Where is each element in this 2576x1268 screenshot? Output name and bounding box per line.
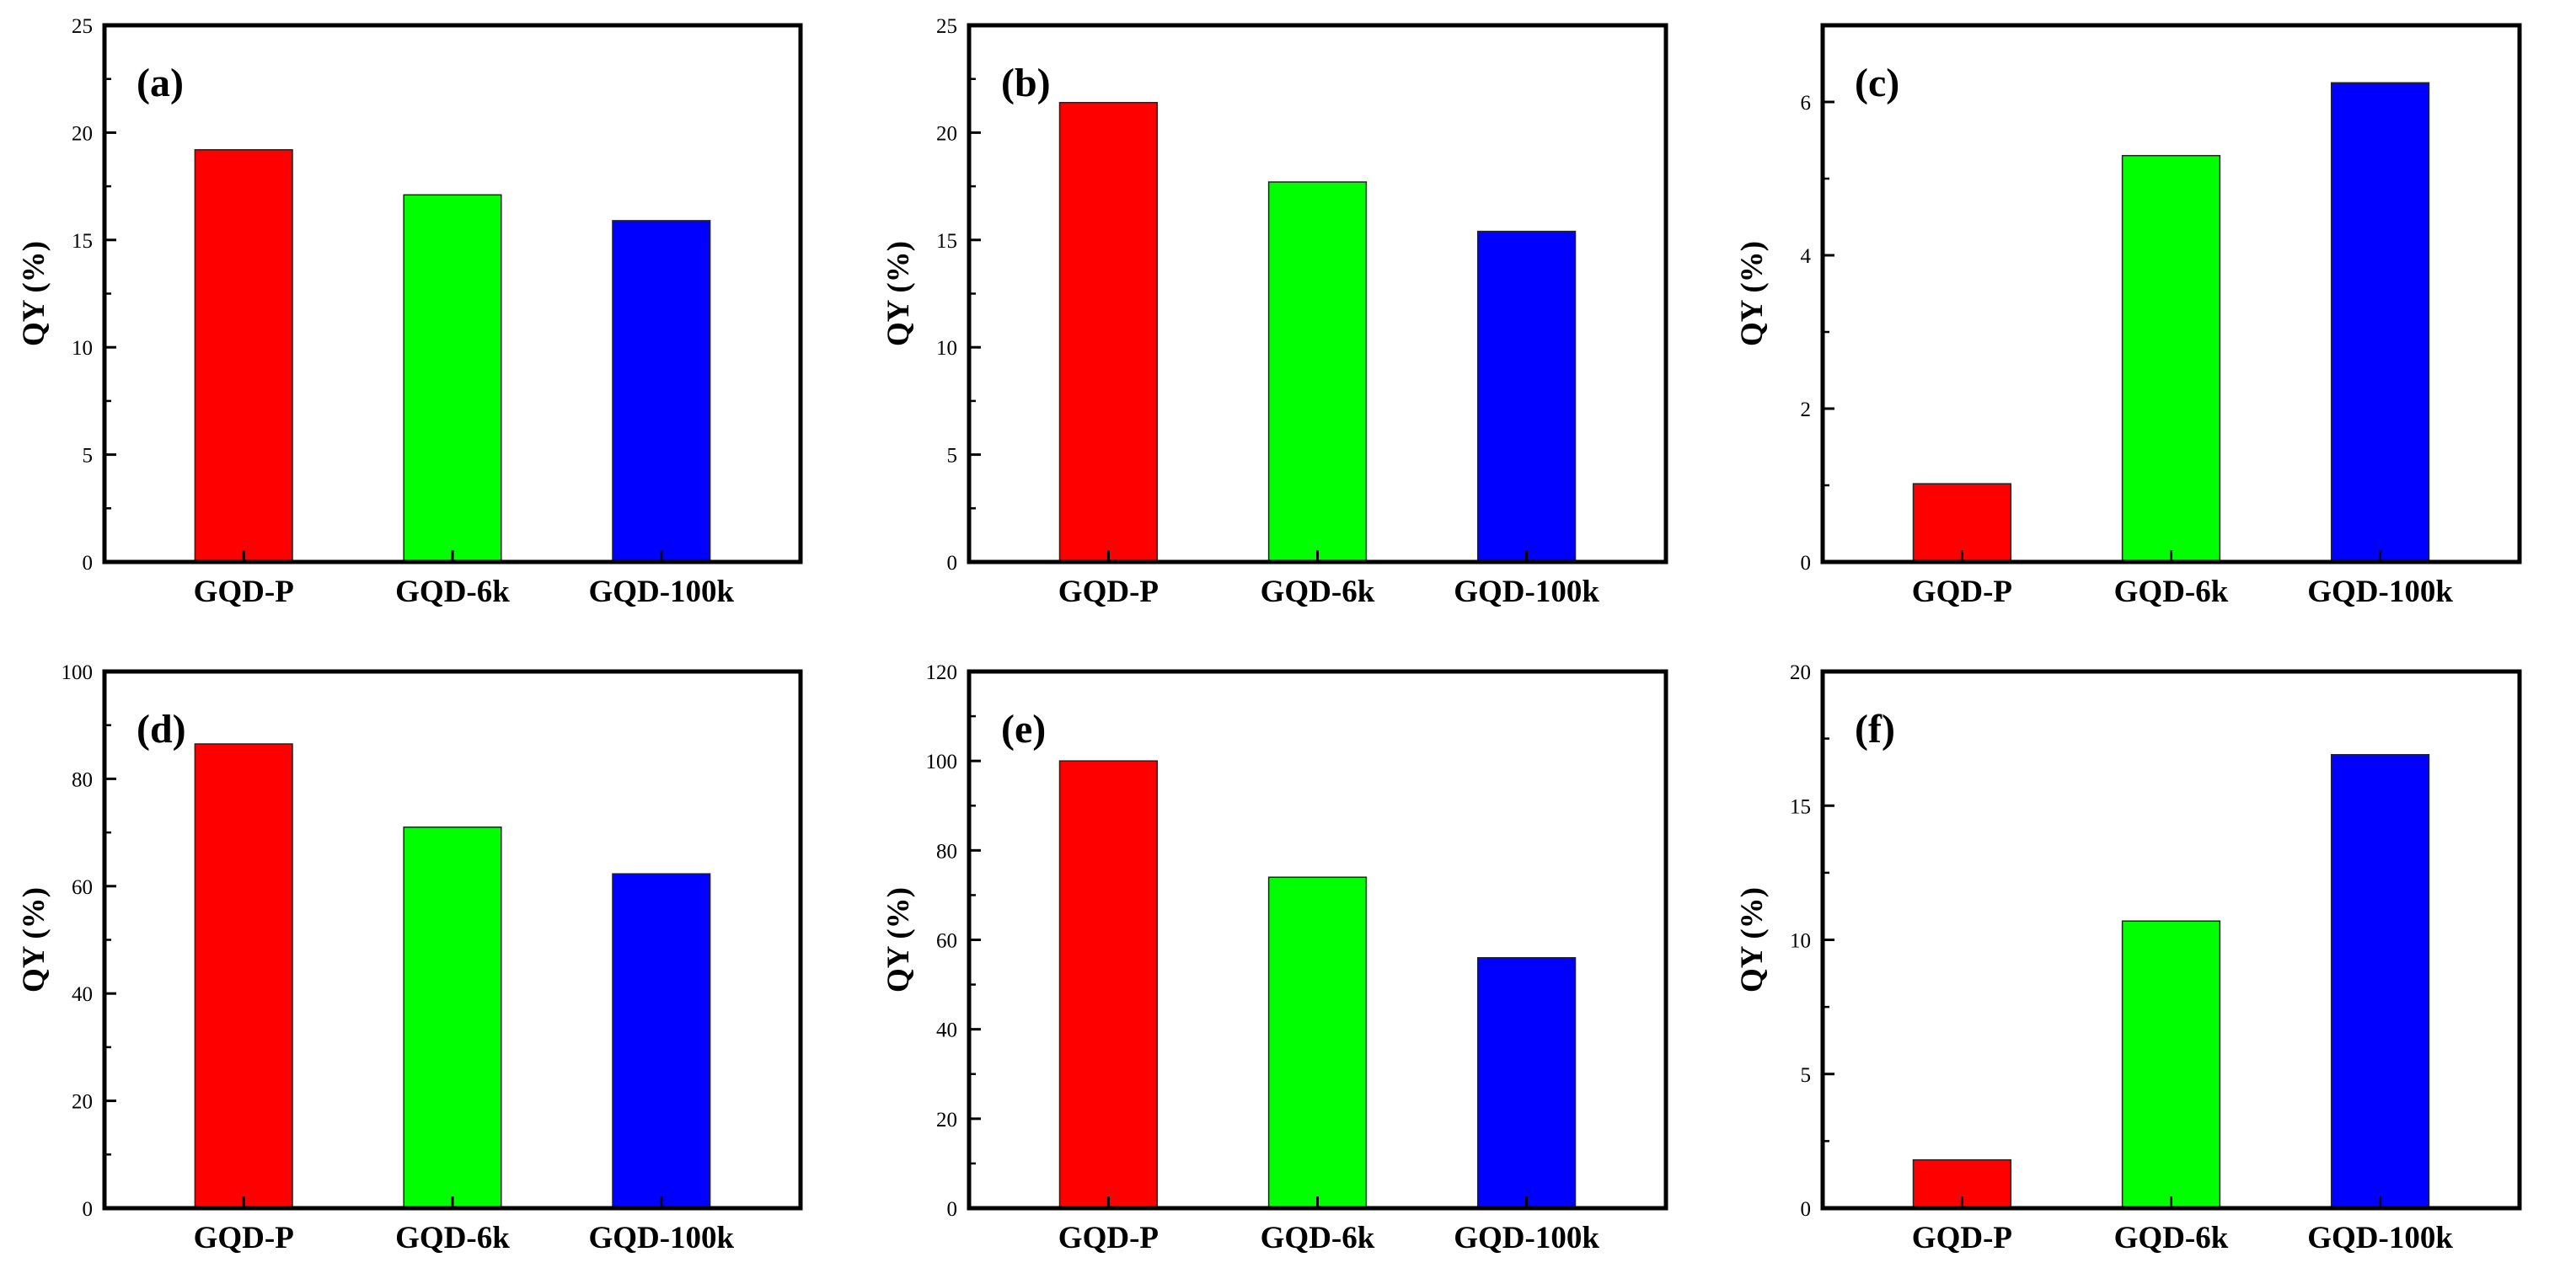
chart-panel: 0 2 4 6 GQD-P GQD-6k GQD-100k QY (%) (c) — [1735, 23, 2522, 609]
y-tick-label: 0 — [947, 1198, 958, 1221]
y-axis-title: QY (%) — [881, 241, 916, 346]
panel-label: (a) — [137, 61, 184, 105]
bar-gqd-100k — [612, 873, 711, 1209]
y-tick-label: 0 — [83, 552, 94, 575]
x-category-label: GQD-6k — [2114, 575, 2229, 609]
panel-label: (b) — [1001, 61, 1051, 105]
y-tick-label: 10 — [936, 337, 957, 360]
y-axis-title: QY (%) — [881, 887, 916, 992]
y-tick-label: 100 — [926, 751, 958, 773]
y-tick-label: 5 — [947, 445, 958, 468]
y-tick-label: 0 — [83, 1198, 94, 1221]
y-tick-label: 0 — [1801, 552, 1812, 575]
y-tick-label: 60 — [936, 930, 957, 953]
x-category-label: GQD-P — [1058, 575, 1159, 609]
y-tick-label: 15 — [936, 230, 957, 253]
y-tick-label: 80 — [936, 840, 957, 863]
y-axis-title: QY (%) — [17, 241, 51, 346]
y-tick-label: 0 — [1801, 1198, 1812, 1221]
y-tick-label: 100 — [62, 661, 94, 684]
x-category-label: GQD-P — [194, 1221, 294, 1255]
y-tick-label: 15 — [1790, 795, 1811, 818]
y-tick-label: 40 — [936, 1019, 957, 1042]
y-tick-label: 25 — [936, 15, 957, 38]
x-category-label: GQD-6k — [395, 575, 510, 609]
x-category-label: GQD-100k — [588, 1221, 734, 1255]
y-tick-label: 120 — [926, 661, 958, 684]
x-category-label: GQD-P — [194, 575, 294, 609]
y-tick-label: 25 — [72, 15, 93, 38]
panel-label: (f) — [1855, 707, 1895, 752]
x-category-label: GQD-6k — [1261, 575, 1375, 609]
y-tick-label: 20 — [936, 1109, 957, 1132]
chart-panel: 0 20 40 60 80 100 120 GQD-P GQD-6k GQD-100k QY (%)… — [881, 661, 1668, 1255]
x-category-label: GQD-100k — [588, 575, 734, 609]
bar-gqd-6k — [1267, 181, 1368, 563]
bar-gqd-p — [1058, 101, 1159, 563]
y-tick-label: 2 — [1801, 399, 1812, 421]
x-category-label: GQD-100k — [2307, 1221, 2453, 1255]
bar-gqd-p — [1058, 760, 1159, 1209]
bar-gqd-p — [1912, 483, 2012, 563]
bar-gqd-100k — [2330, 753, 2430, 1209]
y-axis-title: QY (%) — [1735, 241, 1770, 346]
x-category-label: GQD-6k — [1261, 1221, 1375, 1255]
panel-label: (d) — [137, 707, 186, 752]
bar-gqd-6k — [403, 826, 502, 1209]
x-category-label: GQD-6k — [395, 1221, 510, 1255]
y-tick-label: 20 — [936, 122, 957, 145]
x-category-label: GQD-100k — [1454, 575, 1599, 609]
y-tick-label: 10 — [72, 337, 93, 360]
panel-label: (c) — [1855, 61, 1899, 105]
panel-label: (e) — [1001, 707, 1046, 752]
y-tick-label: 5 — [1801, 1064, 1812, 1087]
bar-gqd-6k — [1267, 876, 1368, 1209]
chart-panel: 0 5 10 15 20 25 GQD-P GQD-6k GQD-100k QY (%) (b) — [881, 15, 1668, 609]
y-tick-label: 20 — [72, 1091, 93, 1114]
bar-gqd-p — [194, 149, 293, 563]
y-tick-label: 40 — [72, 983, 93, 1006]
y-tick-label: 20 — [1790, 661, 1811, 684]
y-axis-title: QY (%) — [17, 887, 51, 992]
y-tick-label: 80 — [72, 768, 93, 791]
y-axis-title: QY (%) — [1735, 887, 1770, 992]
bar-gqd-100k — [612, 220, 711, 563]
bar-gqd-6k — [2121, 154, 2221, 563]
y-tick-label: 15 — [72, 230, 93, 253]
bar-gqd-100k — [1476, 230, 1577, 563]
y-tick-label: 6 — [1801, 92, 1812, 115]
y-tick-label: 60 — [72, 876, 93, 899]
bar-gqd-100k — [2330, 82, 2430, 563]
x-category-label: GQD-100k — [1454, 1221, 1599, 1255]
bar-gqd-6k — [2121, 920, 2221, 1209]
bar-gqd-6k — [403, 194, 502, 563]
bar-gqd-100k — [1476, 956, 1577, 1209]
x-category-label: GQD-100k — [2307, 575, 2453, 609]
y-tick-label: 20 — [72, 122, 93, 145]
x-category-label: GQD-6k — [2114, 1221, 2229, 1255]
x-category-label: GQD-P — [1058, 1221, 1159, 1255]
x-category-label: GQD-P — [1912, 575, 2012, 609]
y-tick-label: 4 — [1801, 245, 1812, 268]
y-tick-label: 5 — [83, 445, 94, 468]
chart-panel: 0 20 40 60 80 100 GQD-P GQD-6k GQD-100k QY (%) (d) — [17, 661, 803, 1255]
y-tick-label: 0 — [947, 552, 958, 575]
chart-panel: 0 5 10 15 20 25 GQD-P GQD-6k GQD-100k QY (%) (a) — [17, 15, 803, 609]
chart-panel: 0 5 10 15 20 GQD-P GQD-6k GQD-100k QY (%) (f) — [1735, 661, 2522, 1255]
bar-gqd-p — [194, 743, 293, 1209]
y-tick-label: 10 — [1790, 930, 1811, 953]
x-category-label: GQD-P — [1912, 1221, 2012, 1255]
